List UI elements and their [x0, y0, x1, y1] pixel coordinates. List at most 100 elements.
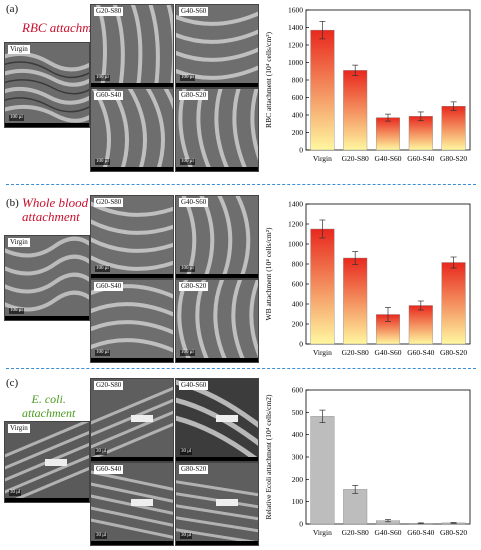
- y-tick-label: 800: [292, 76, 304, 85]
- x-tick-label: G80-S20: [440, 528, 467, 537]
- y-tick-label: 200: [292, 475, 304, 484]
- x-tick-label: Virgin: [313, 154, 332, 163]
- scale-bar: [5, 498, 89, 502]
- sem-texture: [176, 5, 258, 87]
- x-tick-label: G60-S40: [407, 528, 434, 537]
- x-tick-label: G20-S80: [342, 348, 369, 357]
- y-tick-label: 200: [292, 320, 304, 329]
- bar: [310, 228, 335, 345]
- bar: [343, 489, 368, 525]
- sem-image-g20-s80: G20-S80 100 μl: [90, 4, 174, 88]
- sem-label: G80-S20: [179, 465, 209, 474]
- section-separator: [6, 368, 476, 369]
- scale-bar: [176, 274, 258, 278]
- x-tick-label: Virgin: [313, 348, 332, 357]
- sem-texture: [5, 422, 89, 502]
- scale-bar: [5, 316, 89, 320]
- bar: [310, 416, 335, 525]
- scale-label: 30 μl: [9, 490, 22, 496]
- y-tick-label: 400: [292, 111, 304, 120]
- sem-label: Virgin: [8, 424, 30, 433]
- scale-label: 100 μl: [95, 75, 110, 81]
- x-tick-label: G40-S60: [374, 528, 401, 537]
- bar: [408, 305, 433, 345]
- sem-image-g60-s40: G60-S40 100 μl: [90, 88, 174, 172]
- x-tick-label: G80-S20: [440, 348, 467, 357]
- scale-bar: [176, 541, 258, 545]
- scale-label: 30 μl: [95, 449, 108, 455]
- bar: [375, 117, 401, 151]
- scale-label: 100 μl: [95, 159, 110, 165]
- scale-bar: [91, 274, 173, 278]
- panel-a-title-line: RBC attachment: [22, 20, 108, 35]
- panel-c-title: E. coli. attachment: [22, 392, 75, 420]
- sem-image-g60-s40: G60-S40 30 μl: [90, 462, 174, 546]
- x-tick-label: G60-S40: [407, 154, 434, 163]
- scale-label: 100 μl: [180, 350, 195, 356]
- sem-label: G20-S80: [94, 7, 124, 16]
- scale-label: 100 μl: [180, 159, 195, 165]
- sem-label: G60-S40: [94, 91, 124, 100]
- x-tick-label: G20-S80: [342, 528, 369, 537]
- y-tick-label: 1400: [288, 23, 303, 32]
- sem-label: G40-S60: [179, 381, 209, 390]
- sem-image-g80-s20: G80-S20 100 μl: [175, 88, 259, 172]
- bar: [343, 257, 368, 345]
- y-tick-label: 100: [292, 497, 304, 506]
- panel-b-title-line: attachment: [22, 209, 80, 224]
- y-tick-label: 800: [292, 260, 304, 269]
- y-tick-label: 500: [292, 408, 304, 417]
- sem-texture: [5, 236, 89, 320]
- sem-image-virgin: Virgin 100 μl: [4, 235, 90, 321]
- sem-image-virgin: Virgin 30 μl: [4, 421, 90, 503]
- sem-label: G80-S20: [179, 91, 209, 100]
- sem-image-g80-s20: G80-S20 30 μl: [175, 462, 259, 546]
- y-tick-label: 600: [292, 280, 304, 289]
- y-tick-label: 400: [292, 300, 304, 309]
- y-tick-label: 400: [292, 430, 304, 439]
- y-tick-label: 600: [292, 386, 304, 395]
- sem-image-g60-s40: G60-S40 100 μl: [90, 279, 174, 363]
- y-axis-label: WB attachment (10⁴ cells/cm²): [264, 227, 273, 320]
- wb-attachment-chart: 0 200 400 600 800 1000 1200 1400 WB attachment (…: [264, 200, 471, 357]
- y-tick-label: 1200: [288, 220, 303, 229]
- bar: [441, 106, 466, 151]
- sem-image-g80-s20: G80-S20 100 μl: [175, 279, 259, 363]
- y-tick-label: 0: [299, 520, 303, 529]
- scale-bar: [91, 83, 173, 87]
- panel-c-title-line: attachment: [22, 406, 76, 420]
- y-tick-label: 300: [292, 453, 304, 462]
- panel-b-title: Whole blood attachment: [22, 196, 88, 224]
- y-tick-label: 0: [299, 146, 303, 155]
- sem-label: G40-S60: [179, 7, 209, 16]
- sem-texture: [176, 463, 258, 545]
- sem-texture: [176, 379, 258, 461]
- ecoli-attachment-chart: 0 100 200 300 400 500 600 Relative Ecoli attach…: [264, 386, 471, 537]
- y-axis-label: Relative Ecoli attachment (10⁴ cells/cm2…: [264, 394, 273, 520]
- scale-bar: [91, 167, 173, 171]
- y-tick-label: 0: [299, 340, 303, 349]
- section-separator: [6, 184, 476, 185]
- sem-texture: [91, 280, 173, 362]
- x-tick-label: G40-S60: [374, 154, 401, 163]
- bar: [441, 262, 466, 345]
- sem-texture: [5, 43, 89, 127]
- sem-image-g20-s80: G20-S80 100 μl: [90, 195, 174, 279]
- sem-texture: [91, 463, 173, 545]
- scale-label: 30 μl: [180, 449, 193, 455]
- scale-label: 100 μl: [95, 266, 110, 272]
- scale-label: 30 μl: [95, 533, 108, 539]
- y-tick-label: 1400: [288, 200, 303, 209]
- scale-bar: [176, 83, 258, 87]
- y-tick-label: 200: [292, 128, 304, 137]
- y-tick-label: 600: [292, 93, 304, 102]
- sem-label: G20-S80: [94, 198, 124, 207]
- bar: [343, 70, 368, 151]
- bar: [310, 29, 335, 151]
- panel-a-letter: (a): [6, 3, 19, 15]
- scale-label: 100 μl: [9, 308, 24, 314]
- scale-label: 100 μl: [9, 115, 24, 121]
- panel-c-title-line: E. coli.: [31, 392, 66, 406]
- y-tick-label: 1600: [288, 6, 303, 15]
- y-tick-label: 1200: [288, 41, 303, 50]
